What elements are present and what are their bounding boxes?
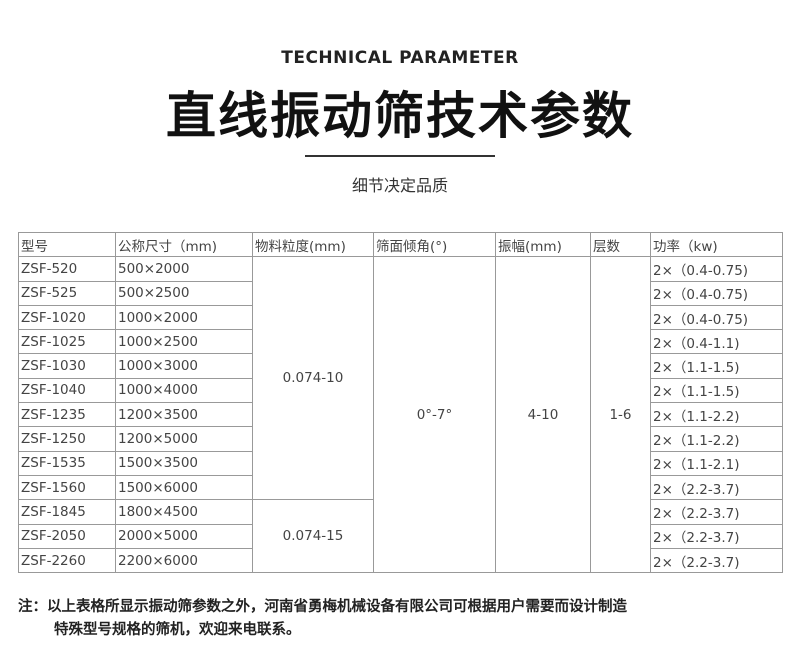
size-cell: 1000×4000: [115, 377, 253, 404]
model-cell: ZSF-2260: [18, 547, 116, 574]
column-header: 公称尺寸（mm): [115, 231, 253, 258]
power-cell: 2×（1.1-2.2): [650, 402, 783, 428]
section-subtitle: TECHNICAL PARAMETER: [281, 48, 519, 68]
power-cell: 2×（1.1-1.5): [650, 377, 783, 404]
page-title: 直线振动筛技术参数: [166, 87, 634, 145]
tagline: 细节决定品质: [351, 176, 448, 195]
size-cell: 1000×2000: [115, 304, 253, 331]
power-cell: 2×（0.4-0.75): [650, 256, 783, 282]
table-row: ZSF-1560 1500×6000 2×（2.2-3.7): [18, 474, 783, 501]
size-cell: 500×2500: [115, 280, 253, 306]
table-row: ZSF-1030 1000×3000 2×（1.1-1.5): [18, 353, 783, 379]
power-cell: 2×（0.4-0.75): [650, 280, 783, 306]
column-header: 型号: [18, 231, 116, 258]
power-cell: 2×（2.2-3.7): [650, 499, 783, 525]
power-cell: 2×（0.4-0.75): [650, 304, 783, 331]
table-row: ZSF-2050 2000×5000 2×（2.2-3.7): [18, 523, 783, 549]
column-header: 筛面倾角(°): [373, 231, 496, 258]
divider: [305, 155, 495, 157]
size-cell: 1800×4500: [115, 499, 253, 525]
size-cell: 500×2000: [115, 256, 253, 282]
model-cell: ZSF-1560: [18, 474, 116, 501]
model-cell: ZSF-1020: [18, 304, 116, 331]
table-row: ZSF-1025 1000×2500 2×（0.4-1.1): [18, 329, 783, 355]
size-cell: 1500×3500: [115, 450, 253, 476]
power-cell: 2×（2.2-3.7): [650, 547, 783, 574]
size-cell: 2000×5000: [115, 523, 253, 549]
size-cell: 1000×2500: [115, 329, 253, 355]
model-cell: ZSF-1040: [18, 377, 116, 404]
granularity-cell: 0.074-10: [252, 256, 374, 501]
size-cell: 1200×5000: [115, 426, 253, 452]
power-cell: 2×（1.1-2.2): [650, 426, 783, 452]
model-cell: ZSF-2050: [18, 523, 116, 549]
footnote-line: 注：以上表格所显示振动筛参数之外，河南省勇梅机械设备有限公司可根据用户需要而设计…: [18, 599, 627, 615]
table-row: ZSF-1535 1500×3500 2×（1.1-2.1): [18, 450, 783, 476]
power-cell: 2×（2.2-3.7): [650, 523, 783, 549]
model-cell: ZSF-1030: [18, 353, 116, 379]
model-cell: ZSF-1535: [18, 450, 116, 476]
model-cell: ZSF-1845: [18, 499, 116, 525]
amplitude-cell: 4-10: [495, 256, 591, 574]
model-cell: ZSF-520: [18, 256, 116, 282]
angle-cell: 0°-7°: [373, 256, 496, 574]
footnote-line: 特殊型号规格的筛机，欢迎来电联系。: [54, 622, 301, 638]
model-cell: ZSF-1025: [18, 329, 116, 355]
power-cell: 2×（1.1-2.1): [650, 450, 783, 476]
size-cell: 1200×3500: [115, 402, 253, 428]
column-header: 振幅(mm): [495, 231, 591, 258]
size-cell: 1500×6000: [115, 474, 253, 501]
power-cell: 2×（2.2-3.7): [650, 474, 783, 501]
layers-cell: 1-6: [590, 256, 651, 574]
model-cell: ZSF-525: [18, 280, 116, 306]
table-row: ZSF-1040 1000×4000 2×（1.1-1.5): [18, 377, 783, 404]
granularity-cell: 0.074-15: [252, 499, 374, 574]
table-row: ZSF-1235 1200×3500 2×（1.1-2.2): [18, 402, 783, 428]
column-header: 功率（kw): [650, 231, 783, 258]
column-header: 物料粒度(mm): [252, 231, 374, 258]
parameter-table: 型号 公称尺寸（mm) 物料粒度(mm) 筛面倾角(°) 振幅(mm) 层数 功…: [18, 231, 783, 574]
size-cell: 2200×6000: [115, 547, 253, 574]
model-cell: ZSF-1235: [18, 402, 116, 428]
power-cell: 2×（1.1-1.5): [650, 353, 783, 379]
power-cell: 2×（0.4-1.1): [650, 329, 783, 355]
size-cell: 1000×3000: [115, 353, 253, 379]
table-row: ZSF-1845 1800×4500 0.074-15 2×（2.2-3.7): [18, 499, 783, 574]
table-row: ZSF-525 500×2500 2×（0.4-0.75): [18, 280, 783, 306]
footnote: 注：以上表格所显示振动筛参数之外，河南省勇梅机械设备有限公司可根据用户需要而设计…: [18, 596, 793, 642]
column-header: 层数: [590, 231, 651, 258]
model-cell: ZSF-1250: [18, 426, 116, 452]
table-row: ZSF-520 500×2000 0.074-10 0°-7° 4-10 1-6 2×（0.…: [18, 256, 783, 574]
table-header-row: 型号 公称尺寸（mm) 物料粒度(mm) 筛面倾角(°) 振幅(mm) 层数 功…: [18, 231, 783, 258]
table-row: ZSF-1020 1000×2000 2×（0.4-0.75): [18, 304, 783, 331]
table-row: ZSF-1250 1200×5000 2×（1.1-2.2): [18, 426, 783, 452]
table-row: ZSF-2260 2200×6000 2×（2.2-3.7): [18, 547, 783, 574]
